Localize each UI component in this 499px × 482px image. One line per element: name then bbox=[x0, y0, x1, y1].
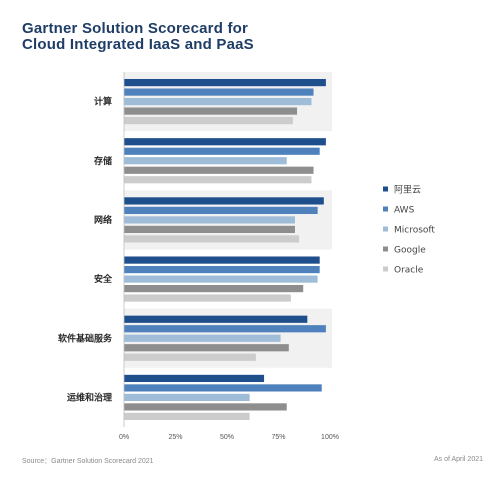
legend-label: Oracle bbox=[394, 266, 424, 276]
bar bbox=[124, 403, 287, 411]
category-label: 运维和治理 bbox=[67, 391, 112, 403]
legend-swatch bbox=[383, 266, 388, 272]
category-label: 安全 bbox=[94, 273, 113, 285]
category-label: 网络 bbox=[94, 214, 112, 226]
bar bbox=[124, 275, 318, 283]
x-tick-label: 25% bbox=[168, 434, 182, 441]
bar bbox=[124, 147, 320, 155]
legend-swatch bbox=[383, 206, 388, 212]
bar bbox=[124, 176, 312, 184]
x-tick-label: 100% bbox=[321, 434, 339, 441]
bar bbox=[124, 393, 250, 402]
x-tick-label: 50% bbox=[220, 434, 234, 441]
bar bbox=[124, 138, 326, 146]
bar bbox=[124, 334, 281, 342]
bar bbox=[124, 344, 289, 352]
x-tick-label: 0% bbox=[119, 434, 129, 441]
bar bbox=[124, 265, 320, 274]
category-label: 存储 bbox=[94, 155, 112, 167]
category-label: 计算 bbox=[94, 96, 112, 108]
bar bbox=[124, 225, 295, 234]
bar bbox=[124, 107, 298, 115]
chart-title-line1: Gartner Solution Scorecard for bbox=[22, 20, 249, 37]
bar bbox=[124, 235, 300, 243]
bar bbox=[124, 157, 287, 165]
source-note: Source：Gartner Solution Scorecard 2021 bbox=[22, 458, 154, 465]
bar bbox=[124, 116, 293, 125]
bar bbox=[124, 374, 265, 383]
legend-swatch bbox=[383, 186, 388, 192]
x-tick-label: 75% bbox=[271, 434, 285, 441]
category-label: 软件基础服务 bbox=[58, 332, 113, 344]
bar bbox=[124, 256, 320, 264]
bar bbox=[124, 88, 314, 96]
bar bbox=[124, 197, 324, 205]
bar bbox=[124, 412, 250, 421]
bar bbox=[124, 206, 318, 215]
legend-swatch bbox=[383, 226, 388, 232]
legend-label: AWS bbox=[394, 206, 415, 216]
bar bbox=[124, 284, 304, 293]
bar bbox=[124, 315, 308, 323]
bar bbox=[124, 166, 314, 174]
bar bbox=[124, 78, 326, 87]
chart-title: Gartner Solution Scorecard for Cloud Int… bbox=[22, 21, 254, 53]
bar bbox=[124, 384, 322, 392]
bar bbox=[124, 353, 256, 361]
legend-label: Microsoft bbox=[394, 226, 435, 236]
bar bbox=[124, 294, 291, 302]
as-of-date: As of April 2021 bbox=[433, 456, 483, 463]
bar bbox=[124, 325, 326, 333]
bar bbox=[124, 97, 312, 106]
chart-title-line2: Cloud Integrated IaaS and PaaS bbox=[22, 36, 254, 53]
bar bbox=[124, 216, 295, 224]
legend-label: Google bbox=[394, 246, 426, 256]
legend-label: 阿里云 bbox=[394, 185, 421, 196]
legend-swatch bbox=[383, 246, 388, 252]
